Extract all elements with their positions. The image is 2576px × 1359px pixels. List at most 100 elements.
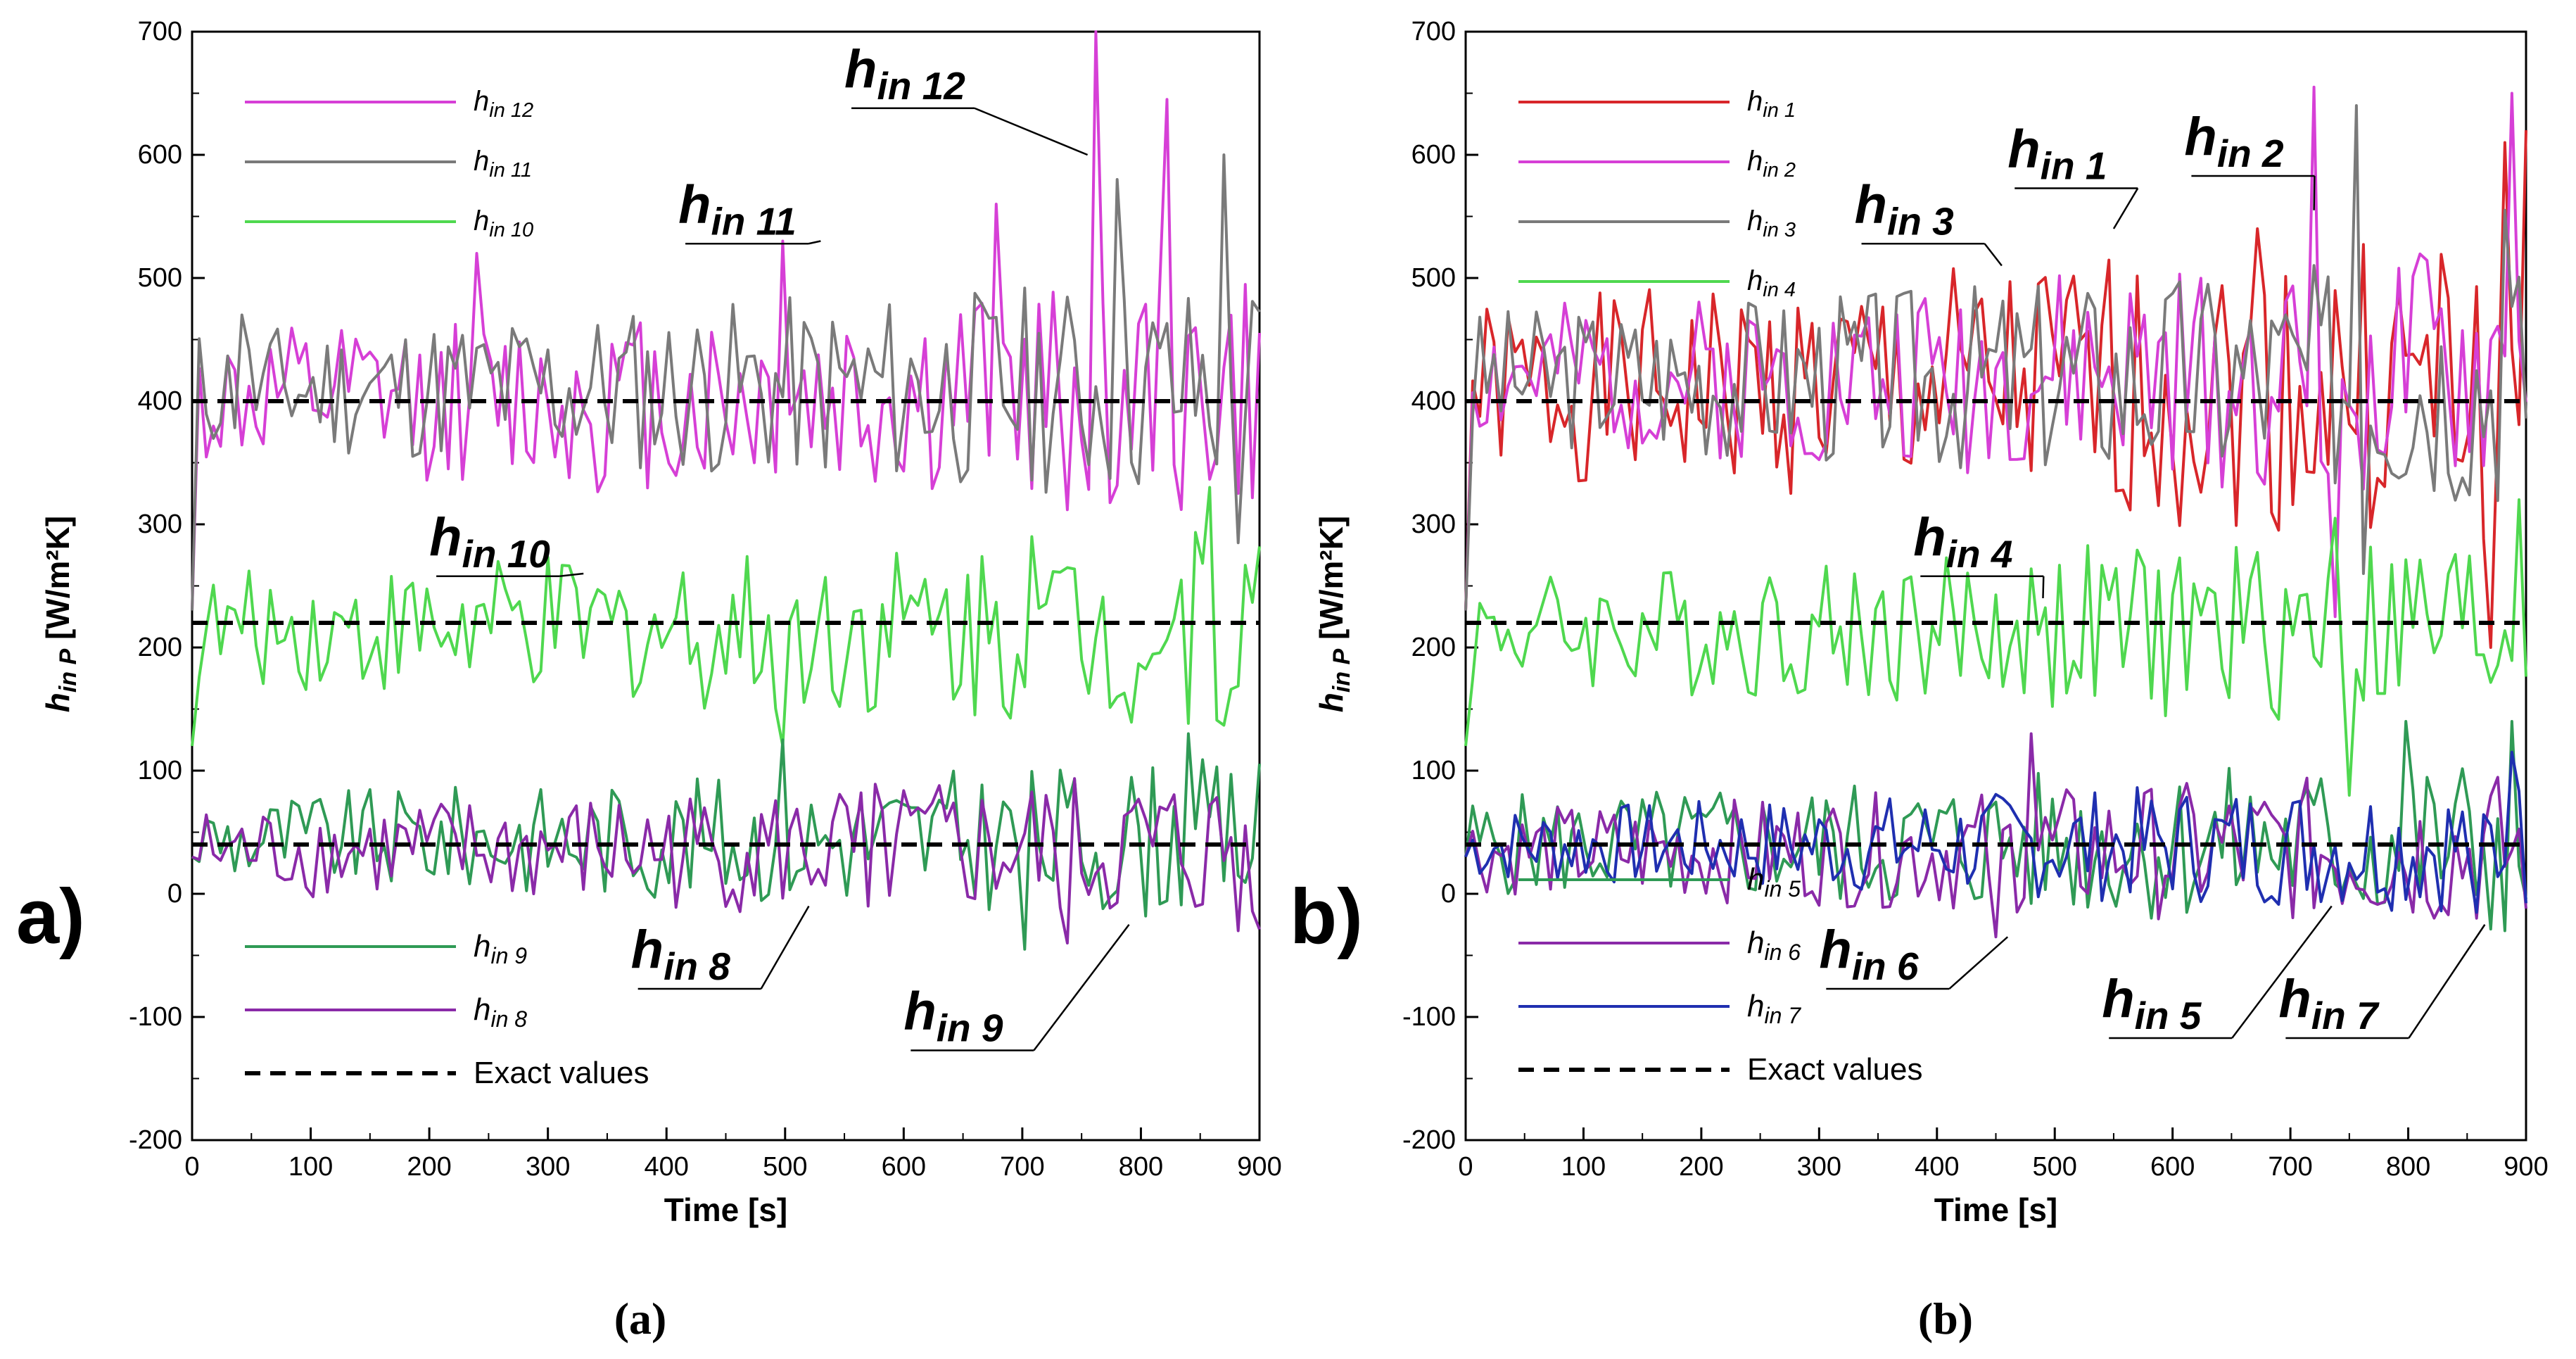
- y-tick-label: -100: [129, 1002, 182, 1032]
- y-tick-label: 400: [138, 386, 182, 416]
- x-tick-label: 900: [2504, 1152, 2548, 1182]
- annotation-leader: [1033, 923, 1130, 1051]
- x-tick-label: 600: [882, 1152, 926, 1182]
- annotation-leader: [808, 240, 821, 245]
- series-line-h-in-4: [1464, 498, 2527, 797]
- annotation-label: hin 11: [678, 175, 797, 243]
- annotation-label: hin 12: [844, 39, 965, 108]
- x-tick-label: 800: [2386, 1152, 2430, 1182]
- annotation-leader: [1948, 936, 2009, 990]
- x-tick-label: 500: [2033, 1152, 2077, 1182]
- x-tick-label: 100: [288, 1152, 333, 1182]
- x-tick-label: 0: [1458, 1152, 1473, 1182]
- panel-letter: b): [1290, 873, 1363, 960]
- caption-b: (b): [1918, 1294, 1973, 1344]
- legend-label: hin 6: [1747, 925, 1801, 965]
- legend-label: hin 2: [1747, 146, 1796, 182]
- annotation-leader: [2313, 175, 2316, 210]
- annotation-label: hin 1: [2007, 120, 2107, 188]
- y-tick-label: 200: [1411, 633, 1456, 662]
- x-axis-label: Time [s]: [664, 1192, 788, 1228]
- annotation-label: hin 6: [1819, 920, 1919, 988]
- legend-label: hin 12: [474, 86, 533, 122]
- legend-label: hin 10: [474, 206, 533, 241]
- series-line-h-in-10: [191, 486, 1261, 747]
- annotation-label: hin 8: [631, 920, 731, 988]
- y-tick-label: 400: [1411, 386, 1456, 416]
- x-tick-label: 0: [184, 1152, 199, 1182]
- y-tick-label: 500: [138, 263, 182, 293]
- annotation-label: hin 2: [2184, 107, 2284, 175]
- annotation-leader: [2231, 905, 2333, 1039]
- series-line-h-in-12: [191, 30, 1261, 611]
- legend-label: hin 4: [1747, 265, 1796, 301]
- y-tick-label: 300: [138, 510, 182, 539]
- annotation-label: hin 10: [429, 507, 550, 576]
- legend-label: hin 5: [1747, 862, 1801, 902]
- y-tick-label: 600: [1411, 140, 1456, 170]
- annotation-leader: [559, 572, 584, 577]
- legend-label: hin 7: [1747, 989, 1801, 1028]
- caption-a: (a): [614, 1294, 667, 1344]
- y-axis-label: hin P [W/m²K]: [39, 516, 82, 713]
- annotation-leader: [760, 905, 810, 990]
- y-tick-label: 100: [138, 756, 182, 785]
- panel-a: -200 -100 0 100 200 300 400 500 600 700 0 100 200 300…: [16, 17, 1282, 1228]
- x-tick-label: 300: [526, 1152, 570, 1182]
- y-tick-label: 0: [1441, 879, 1456, 909]
- x-axis-label: Time [s]: [1934, 1192, 2058, 1228]
- series-line-h-in-6: [1464, 732, 2527, 939]
- annotation-leader: [1984, 243, 2003, 267]
- series-line-h-in-9: [191, 732, 1261, 951]
- annotation-label: hin 7: [2278, 969, 2380, 1037]
- x-tick-label: 100: [1561, 1152, 1606, 1182]
- x-tick-label: 300: [1797, 1152, 1841, 1182]
- y-tick-label: -100: [1402, 1002, 1456, 1032]
- plot-frame: [1464, 30, 2527, 1142]
- y-tick-label: 300: [1411, 510, 1456, 539]
- y-axis-label: hin P [W/m²K]: [1313, 516, 1355, 713]
- legend-label: hin 9: [474, 929, 527, 968]
- series-line-h-in-1: [1464, 129, 2527, 649]
- x-tick-label: 400: [1915, 1152, 1959, 1182]
- x-tick-label: 400: [645, 1152, 689, 1182]
- series-line-h-in-8: [191, 777, 1261, 944]
- annotation-label: hin 3: [1855, 175, 1954, 243]
- legend-label: Exact values: [474, 1056, 649, 1090]
- y-tick-label: 100: [1411, 756, 1456, 785]
- y-tick-label: -200: [1402, 1125, 1456, 1155]
- legend-label: hin 1: [1747, 86, 1796, 122]
- x-tick-label: 200: [1679, 1152, 1723, 1182]
- panel-b: -200 -100 0 100 200 300 400 500 600 700 0 100 200 300…: [1290, 17, 2549, 1228]
- y-tick-label: -200: [129, 1125, 182, 1155]
- annotation-leader: [2408, 924, 2486, 1039]
- panel-letter: a): [16, 873, 85, 960]
- x-tick-label: 800: [1119, 1152, 1163, 1182]
- legend-label: Exact values: [1747, 1052, 1922, 1087]
- x-tick-label: 700: [1000, 1152, 1044, 1182]
- series-line-h-in-3: [1464, 104, 2527, 611]
- y-tick-label: 700: [138, 17, 182, 46]
- y-tick-label: 0: [167, 879, 182, 909]
- legend-label: hin 8: [474, 992, 527, 1032]
- y-tick-label: 600: [138, 140, 182, 170]
- series-line-h-in-7: [1464, 750, 2527, 914]
- legend-label: hin 3: [1747, 206, 1796, 241]
- x-tick-label: 700: [2268, 1152, 2312, 1182]
- x-tick-label: 500: [763, 1152, 807, 1182]
- x-tick-label: 600: [2150, 1152, 2195, 1182]
- y-tick-label: 500: [1411, 263, 1456, 293]
- annotation-label: hin 4: [1913, 507, 2012, 576]
- y-tick-label: 700: [1411, 17, 1456, 46]
- annotation-label: hin 9: [903, 982, 1003, 1050]
- series-line-h-in-11: [191, 153, 1261, 611]
- annotation-leader: [2112, 187, 2139, 229]
- legend-label: hin 11: [474, 146, 532, 182]
- x-tick-label: 200: [407, 1152, 451, 1182]
- annotation-label: hin 5: [2102, 969, 2202, 1037]
- x-tick-label: 900: [1237, 1152, 1281, 1182]
- y-tick-label: 200: [138, 633, 182, 662]
- annotation-leader: [974, 107, 1089, 156]
